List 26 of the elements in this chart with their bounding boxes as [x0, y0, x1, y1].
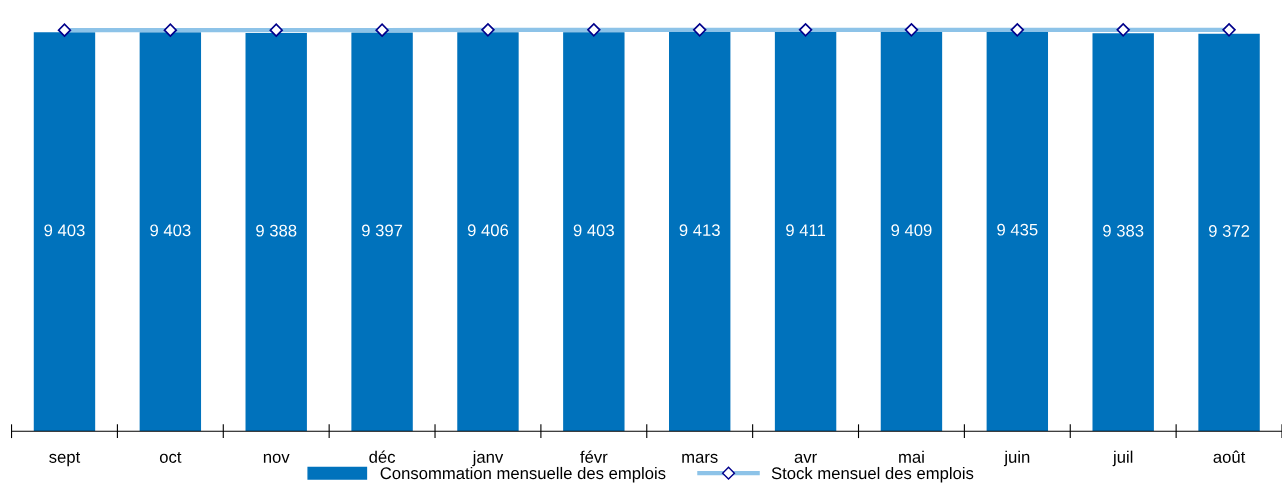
- data-label: 9 409: [891, 224, 932, 237]
- legend-label: Consommation mensuelle des emplois: [380, 466, 666, 483]
- x-tick-label: avr: [794, 453, 817, 463]
- x-tick-label: nov: [263, 453, 290, 463]
- data-label: 9 383: [1103, 224, 1144, 237]
- x-tick-label: août: [1213, 450, 1246, 463]
- data-label: 9 435: [997, 223, 1038, 236]
- data-label: 9 411: [786, 224, 825, 237]
- data-label: 9 403: [44, 224, 85, 237]
- x-tick-label: mai: [899, 450, 924, 463]
- x-tick-label: mars: [682, 453, 718, 463]
- data-label: 9 403: [150, 224, 191, 237]
- data-label: 9 388: [256, 224, 297, 237]
- data-label: 9 406: [467, 224, 509, 237]
- x-tick-label: juil: [1112, 450, 1133, 467]
- x-tick-label: oct: [159, 451, 182, 463]
- data-label: 9 372: [1208, 225, 1250, 237]
- x-tick-label: sept: [49, 451, 81, 467]
- x-tick-label: déc: [369, 450, 396, 463]
- x-tick-label: juin: [1003, 450, 1030, 467]
- x-tick-label: janv: [472, 450, 504, 467]
- data-label: 9 397: [362, 224, 403, 237]
- legend-label: Stock mensuel des emplois: [771, 466, 974, 483]
- data-label: 9 403: [573, 224, 614, 237]
- data-label: 9 413: [679, 224, 720, 237]
- x-tick-label: févr: [580, 450, 608, 463]
